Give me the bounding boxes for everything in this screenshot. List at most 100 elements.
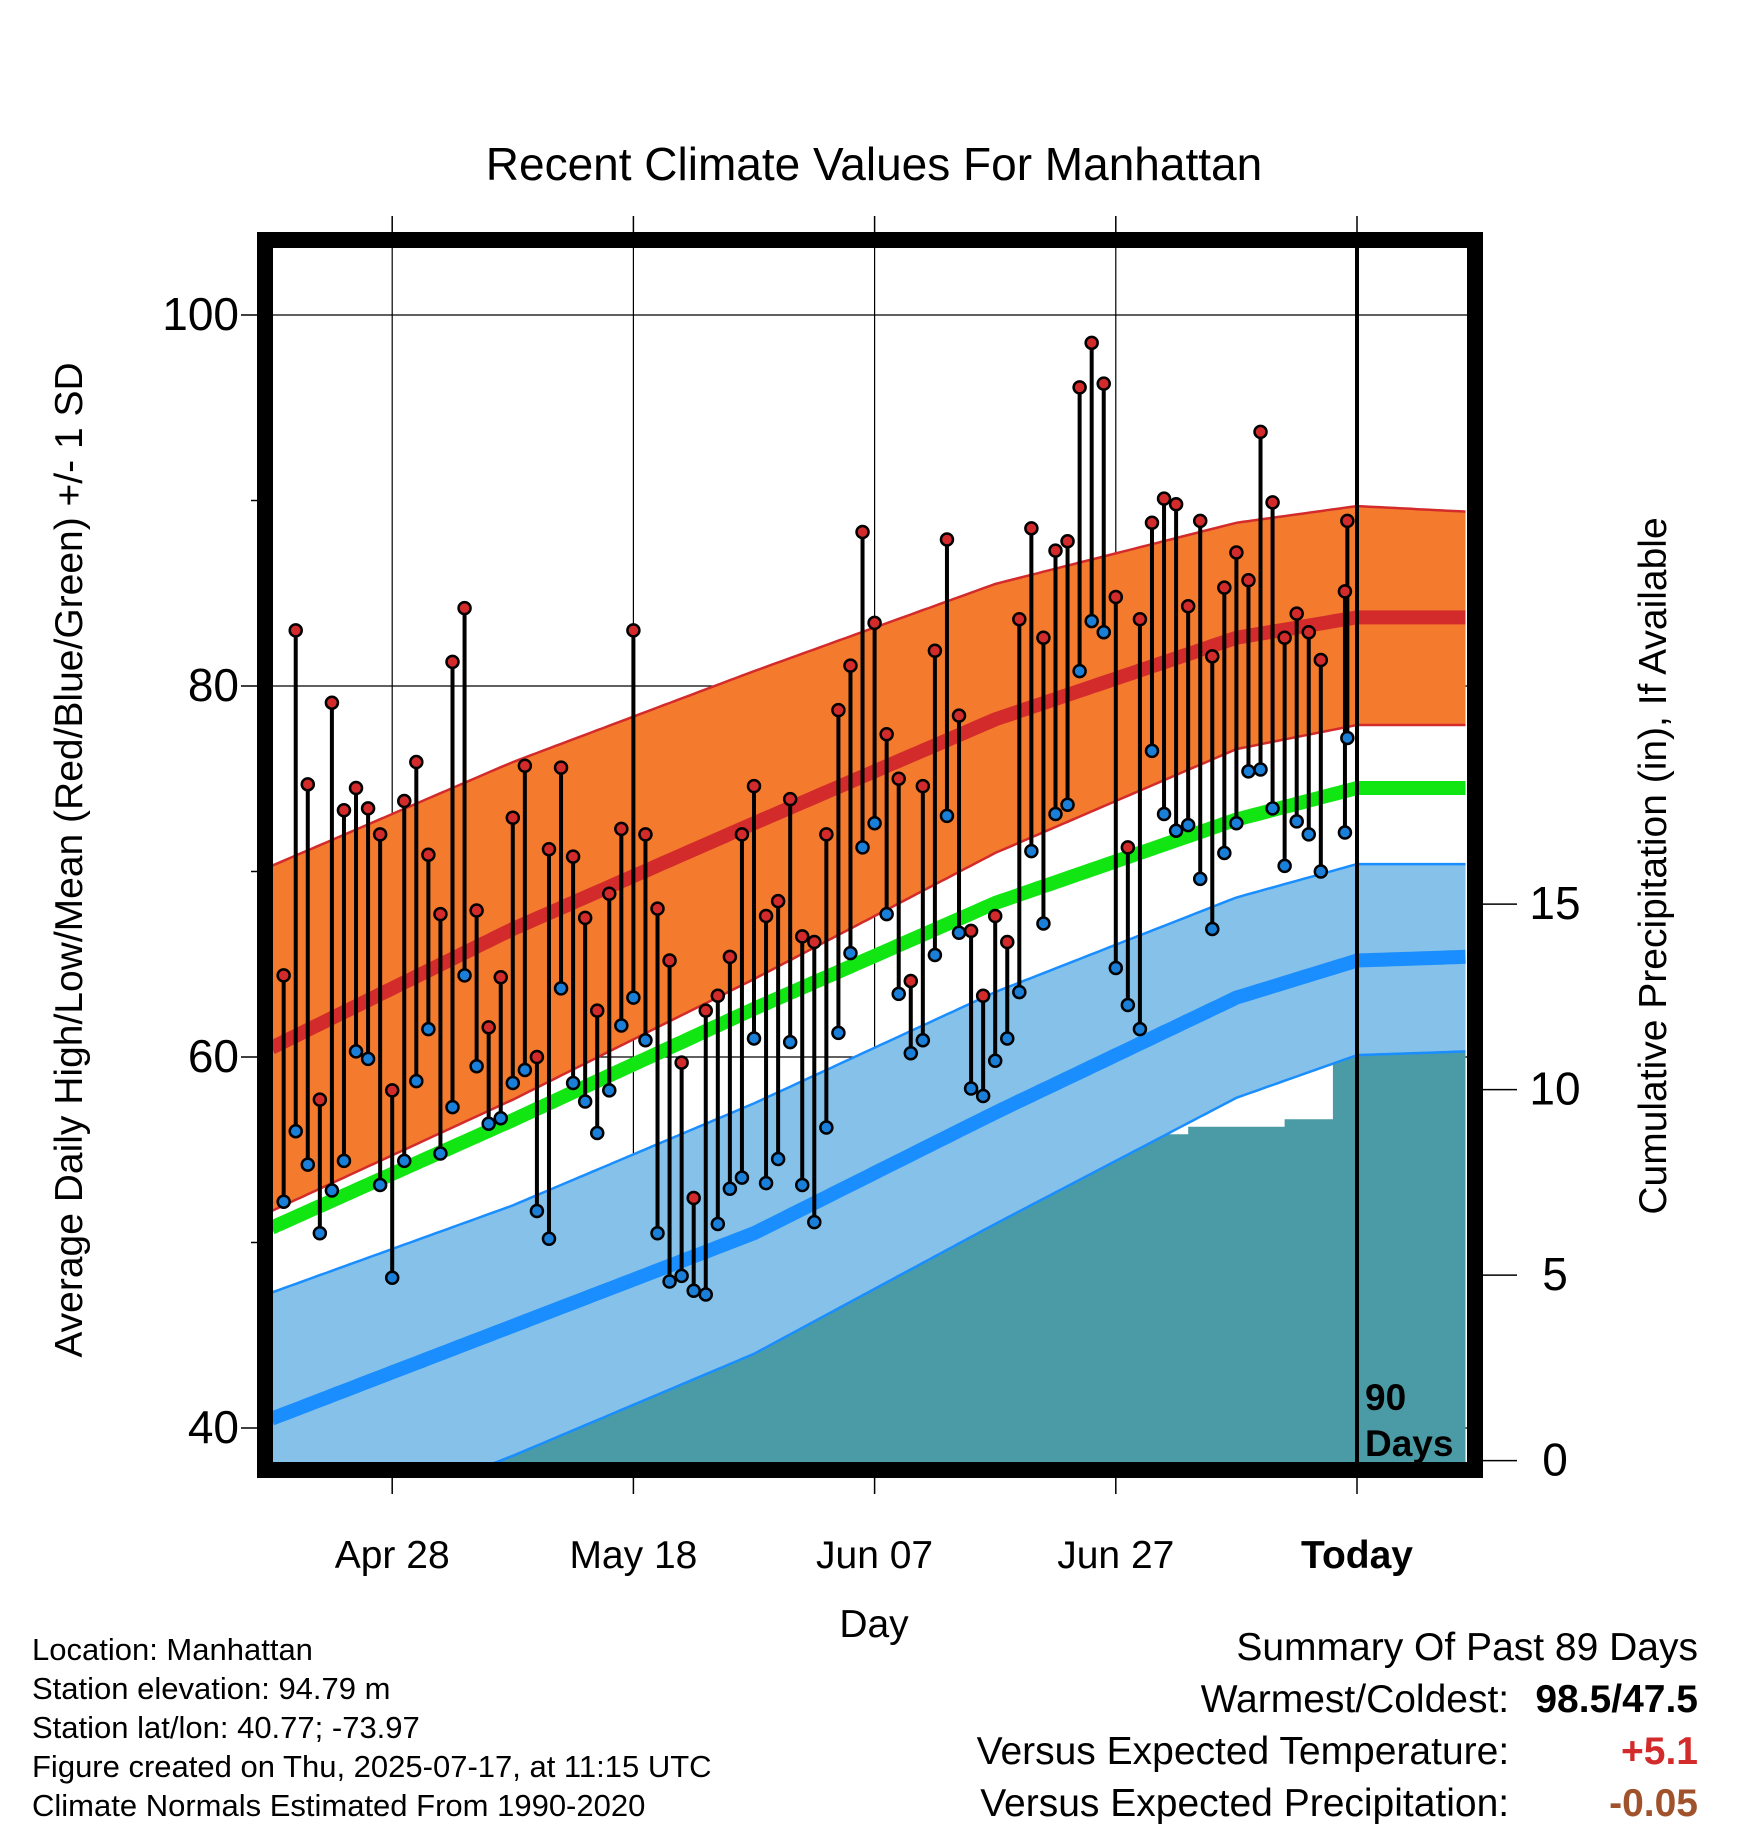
y2-tick-label: 15 bbox=[1529, 877, 1580, 929]
low-temp-point bbox=[1084, 613, 1099, 629]
warm-cold-value: 98.5/47.5 bbox=[1535, 1678, 1698, 1721]
high-temp-point bbox=[384, 1083, 400, 1098]
high-temp-point bbox=[541, 841, 557, 857]
high-temp-point bbox=[963, 923, 979, 939]
temp-anomaly-value: +5.1 bbox=[1621, 1730, 1698, 1773]
low-temp-point bbox=[1205, 921, 1220, 937]
high-temp-point bbox=[1036, 630, 1051, 646]
low-temp-point bbox=[397, 1153, 412, 1169]
y-axis-label: Average Daily High/Low/Mean (Red/Blue/Gr… bbox=[48, 362, 91, 1357]
low-temp-point bbox=[457, 968, 472, 983]
warm-cold-label: Warmest/Coldest: bbox=[1200, 1678, 1510, 1721]
low-temp-point bbox=[577, 1094, 593, 1109]
low-temp-point bbox=[1096, 624, 1111, 640]
high-temp-point bbox=[1120, 840, 1136, 855]
low-temp-point bbox=[794, 1177, 810, 1193]
low-temp-point bbox=[602, 1083, 617, 1098]
low-temp-point bbox=[312, 1225, 328, 1241]
low-temp-point bbox=[782, 1034, 798, 1050]
high-temp-point bbox=[674, 1055, 689, 1070]
low-temp-point bbox=[614, 1018, 629, 1033]
low-temp-point bbox=[831, 1025, 846, 1041]
low-temp-point bbox=[409, 1073, 424, 1089]
low-temp-point bbox=[1024, 843, 1039, 859]
y-tick-label: 60 bbox=[188, 1030, 239, 1082]
low-temp-point bbox=[1108, 960, 1124, 976]
low-temp-point bbox=[1265, 801, 1280, 816]
low-temp-point bbox=[686, 1283, 701, 1298]
low-temp-point bbox=[372, 1177, 388, 1193]
days-marker-label: 90 bbox=[1365, 1377, 1406, 1418]
y-tick-label: 40 bbox=[188, 1401, 239, 1453]
low-temp-point bbox=[843, 945, 858, 961]
high-temp-point bbox=[336, 803, 352, 818]
low-temp-point bbox=[493, 1110, 508, 1126]
y2-axis-label: Cumulative Precipitation (in), If Availa… bbox=[1632, 517, 1675, 1214]
low-temp-point bbox=[300, 1157, 316, 1172]
low-temp-point bbox=[638, 1033, 653, 1048]
summary-title: Summary Of Past 89 Days bbox=[1236, 1626, 1698, 1669]
low-temp-point bbox=[1241, 764, 1256, 779]
low-temp-point bbox=[421, 1021, 436, 1037]
low-temp-point bbox=[445, 1099, 460, 1115]
low-normal-line bbox=[269, 949, 1466, 1426]
low-temp-point bbox=[481, 1116, 496, 1132]
high-temp-point bbox=[1084, 335, 1099, 351]
high-temp-point bbox=[360, 801, 376, 816]
high-temp-point bbox=[807, 934, 822, 950]
temp-anomaly-label: Versus Expected Temperature: bbox=[976, 1730, 1510, 1773]
normals-text: Climate Normals Estimated From 1990-2020 bbox=[32, 1788, 646, 1823]
low-sd-band-lower-edge bbox=[472, 1050, 1466, 1470]
high-temp-point bbox=[577, 910, 593, 926]
high-temp-point bbox=[565, 849, 581, 864]
low-temp-point bbox=[276, 1194, 291, 1209]
high-temp-point bbox=[1301, 624, 1317, 640]
high-temp-point bbox=[457, 600, 472, 616]
y-tick-label: 80 bbox=[188, 659, 239, 711]
high-temp-point bbox=[927, 643, 943, 659]
precip-anomaly-row: Versus Expected Precipitation: -0.05 bbox=[977, 1778, 1698, 1830]
high-temp-point bbox=[975, 988, 991, 1004]
high-temp-point bbox=[1277, 630, 1292, 646]
high-temp-point bbox=[650, 901, 665, 916]
high-temp-point bbox=[734, 827, 750, 842]
low-temp-point bbox=[589, 1125, 605, 1141]
low-temp-point bbox=[505, 1075, 521, 1091]
plot-frame bbox=[257, 232, 1483, 1478]
high-temp-point bbox=[1340, 513, 1355, 529]
low-temp-point bbox=[939, 808, 955, 824]
low-temp-point bbox=[867, 816, 882, 831]
high-temp-point bbox=[782, 791, 798, 807]
low-temp-point bbox=[1340, 730, 1355, 746]
high-temp-point bbox=[1241, 573, 1256, 588]
high-temp-point bbox=[951, 708, 967, 723]
low-temp-point bbox=[469, 1059, 484, 1074]
high-temp-point bbox=[1217, 580, 1232, 595]
low-temp-point bbox=[1012, 984, 1027, 1000]
high-temp-point bbox=[397, 793, 412, 809]
low-temp-point bbox=[336, 1153, 352, 1169]
low-sd-band-upper-edge bbox=[271, 862, 1466, 1294]
high-temp-point bbox=[831, 702, 846, 718]
high-temp-point bbox=[445, 654, 460, 670]
high-temp-point bbox=[409, 754, 424, 770]
high-temp-point bbox=[794, 929, 810, 944]
low-temp-point bbox=[1048, 806, 1063, 822]
location-text: Location: Manhattan bbox=[32, 1632, 313, 1667]
low-temp-point bbox=[1060, 797, 1075, 812]
days-marker-label: Days bbox=[1365, 1423, 1453, 1464]
low-temp-point bbox=[1192, 871, 1208, 887]
low-temp-point bbox=[1289, 814, 1304, 829]
low-temp-point bbox=[541, 1231, 557, 1247]
high-temp-point bbox=[746, 778, 762, 794]
low-temp-point bbox=[891, 986, 906, 1002]
high-temp-point bbox=[1229, 545, 1244, 560]
low-temp-point bbox=[517, 1062, 533, 1078]
high-temp-point bbox=[1000, 934, 1015, 950]
high-temp-point bbox=[312, 1092, 328, 1107]
high-temp-point bbox=[770, 893, 786, 909]
high-temp-point bbox=[1192, 513, 1208, 529]
high-temp-point bbox=[469, 903, 484, 918]
station-info: Location: Manhattan Station elevation: 9… bbox=[32, 1630, 712, 1825]
